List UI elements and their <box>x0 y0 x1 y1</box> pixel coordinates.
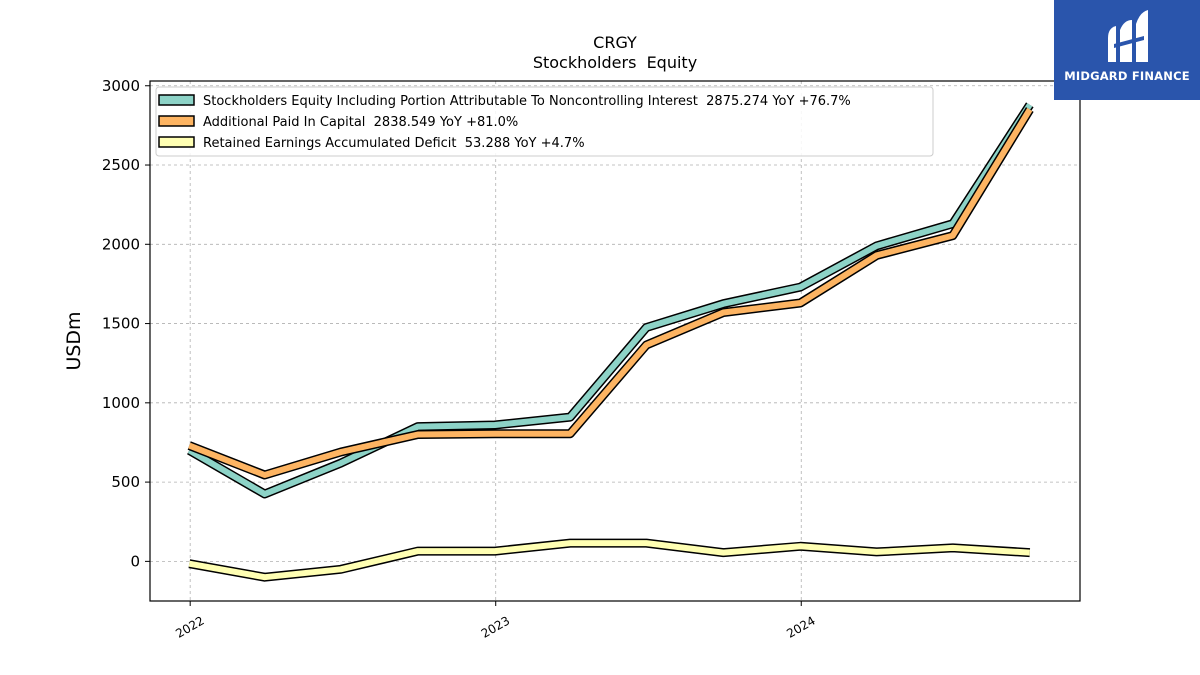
legend-swatch <box>158 94 195 106</box>
legend-box <box>155 86 934 157</box>
chart-title: CRGY <box>593 33 637 52</box>
y-tick-label: 0 <box>130 552 140 570</box>
legend-entry: Retained Earnings Accumulated Deficit 53… <box>203 136 585 151</box>
legend-entry: Stockholders Equity Including Portion At… <box>203 94 851 109</box>
series-line-3 <box>188 538 1031 582</box>
legend-swatch <box>158 136 195 148</box>
y-tick-label: 1500 <box>102 315 140 333</box>
series-line-1 <box>187 102 1034 499</box>
midgard-logo-icon <box>1108 10 1148 62</box>
brand-logo: MIDGARD FINANCE <box>1054 0 1200 100</box>
x-tick-label: 2022 <box>173 613 206 640</box>
series-outline <box>187 107 1034 480</box>
chart-subtitle: Stockholders Equity <box>533 53 697 72</box>
series-stroke <box>188 107 1033 478</box>
x-tick-label: 2024 <box>784 613 817 640</box>
x-axis-ticks: 2022 2023 2024 <box>173 601 818 641</box>
series-stroke <box>188 540 1030 581</box>
x-tick-label: 2023 <box>479 613 512 640</box>
y-axis-ticks: 0 500 1000 1500 2000 2500 3000 <box>102 77 150 570</box>
y-tick-label: 3000 <box>102 77 140 95</box>
y-tick-label: 2000 <box>102 235 140 253</box>
legend-swatch <box>158 115 195 127</box>
legend-entry: Additional Paid In Capital 2838.549 YoY … <box>203 115 518 130</box>
series-layer <box>187 102 1034 582</box>
y-tick-label: 2500 <box>102 156 140 174</box>
brand-name: MIDGARD FINANCE <box>1064 69 1190 83</box>
y-tick-label: 500 <box>111 473 140 491</box>
y-axis-label: USDm <box>63 311 85 370</box>
gridlines <box>150 81 1080 601</box>
series-stroke <box>187 103 1033 497</box>
legend: Stockholders Equity Including Portion At… <box>155 86 934 157</box>
plot-frame <box>149 80 1081 602</box>
series-line-2 <box>187 107 1034 480</box>
series-outline <box>187 102 1034 499</box>
y-tick-label: 1000 <box>102 394 140 412</box>
